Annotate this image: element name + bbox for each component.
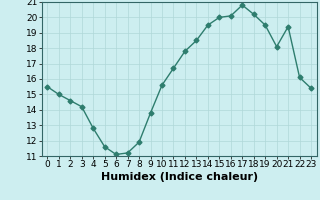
- X-axis label: Humidex (Indice chaleur): Humidex (Indice chaleur): [100, 172, 258, 182]
